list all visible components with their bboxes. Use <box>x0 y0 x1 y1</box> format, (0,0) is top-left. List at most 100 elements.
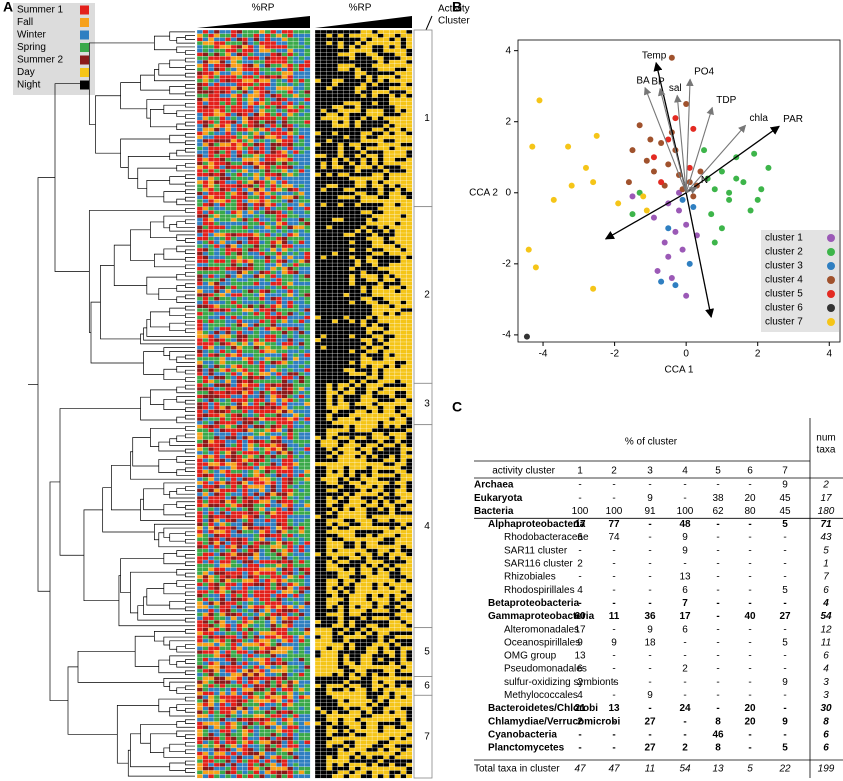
heat-cell <box>292 127 300 132</box>
heat-cell <box>275 428 283 433</box>
heat-cell <box>354 409 361 414</box>
heat-cell <box>314 120 322 125</box>
heat-cell <box>406 150 413 155</box>
heat-cell <box>394 127 401 132</box>
heat-cell <box>400 86 407 91</box>
heat-cell <box>389 480 396 486</box>
heat-cell <box>292 97 300 102</box>
heat-cell <box>394 161 401 166</box>
heat-cell <box>275 206 283 211</box>
heat-cell <box>377 383 384 388</box>
heat-cell <box>253 71 260 76</box>
heat-cell <box>270 157 277 162</box>
heat-cell <box>400 311 407 317</box>
heat-cell <box>247 146 254 151</box>
heat-cell <box>377 210 384 215</box>
heat-cell <box>394 123 401 129</box>
heat-cell <box>394 150 401 155</box>
heat-cell <box>196 247 203 253</box>
heat-cell <box>349 356 356 362</box>
heat-cell <box>354 127 361 132</box>
heat-cell <box>366 138 373 144</box>
heat-cell <box>326 465 333 471</box>
heat-cell <box>242 285 249 290</box>
heat-cell <box>253 353 260 358</box>
heat-cell <box>270 247 277 253</box>
heat-cell <box>208 375 215 380</box>
heat-cell <box>314 153 322 159</box>
heat-cell <box>314 420 322 426</box>
heat-cell <box>196 473 203 478</box>
heat-cell <box>337 180 344 185</box>
heat-cell <box>208 492 215 497</box>
heat-cell <box>406 262 413 268</box>
heat-cell <box>394 206 401 211</box>
heat-cell <box>202 510 209 516</box>
heat-cell <box>406 183 413 189</box>
heat-cell <box>354 522 361 527</box>
heat-cell <box>349 123 356 129</box>
heat-cell <box>304 262 311 268</box>
heat-cell <box>389 292 396 298</box>
heat-cell <box>406 59 413 65</box>
heat-cell <box>298 345 305 350</box>
heat-cell <box>264 108 271 114</box>
heat-cell <box>326 67 333 72</box>
heat-cell <box>258 270 266 275</box>
heat-cell <box>287 217 294 223</box>
heat-cell <box>230 206 237 211</box>
heat-cell <box>270 319 277 324</box>
heat-cell <box>320 443 327 448</box>
heat-cell <box>287 383 294 388</box>
heat-cell <box>326 383 333 388</box>
heat-cell <box>275 183 283 189</box>
heat-cell <box>337 356 344 362</box>
heat-cell <box>331 334 339 339</box>
heat-cell <box>281 161 288 166</box>
heat-cell <box>230 507 237 512</box>
heat-cell <box>219 341 226 347</box>
heat-cell <box>406 375 413 380</box>
heat-cell <box>208 315 215 320</box>
heat-cell <box>389 473 396 478</box>
heat-cell <box>264 529 271 535</box>
heat-cell <box>360 232 367 238</box>
heat-cell <box>314 165 322 170</box>
heat-cell <box>281 244 288 249</box>
heat-cell <box>354 180 361 185</box>
heat-cell <box>400 488 407 493</box>
heat-cell <box>343 413 350 418</box>
heat-cell <box>320 191 327 196</box>
heat-cell <box>298 469 305 474</box>
heat-cell <box>400 371 407 377</box>
heat-cell <box>236 439 243 444</box>
heat-cell <box>253 195 260 200</box>
heat-cell <box>360 383 367 388</box>
heat-cell <box>247 153 254 159</box>
heat-cell <box>406 127 413 132</box>
heat-cell <box>287 375 294 380</box>
heat-cell <box>253 101 260 106</box>
heat-cell <box>247 168 254 174</box>
heat-cell <box>400 41 407 46</box>
heat-cell <box>383 465 390 471</box>
heat-cell <box>354 345 361 350</box>
heat-cell <box>371 78 379 83</box>
heat-cell <box>400 409 407 414</box>
heat-cell <box>394 247 401 253</box>
heat-cell <box>389 221 396 226</box>
heat-cell <box>366 281 373 286</box>
heat-cell <box>304 526 311 531</box>
heat-cell <box>304 210 311 215</box>
heat-cell <box>281 341 288 347</box>
heat-cell <box>208 150 215 155</box>
heat-cell <box>292 315 300 320</box>
heat-cell <box>314 71 322 76</box>
heat-cell <box>196 492 203 497</box>
heat-cell <box>360 161 367 166</box>
heat-cell <box>219 394 226 399</box>
heat-cell <box>354 29 361 35</box>
heat-cell <box>320 371 327 377</box>
heat-cell <box>219 52 226 57</box>
heat-cell <box>202 206 209 211</box>
